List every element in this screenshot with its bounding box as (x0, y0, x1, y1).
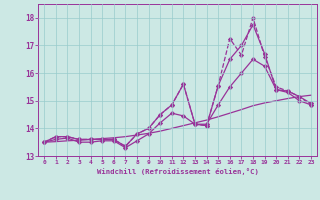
X-axis label: Windchill (Refroidissement éolien,°C): Windchill (Refroidissement éolien,°C) (97, 168, 259, 175)
